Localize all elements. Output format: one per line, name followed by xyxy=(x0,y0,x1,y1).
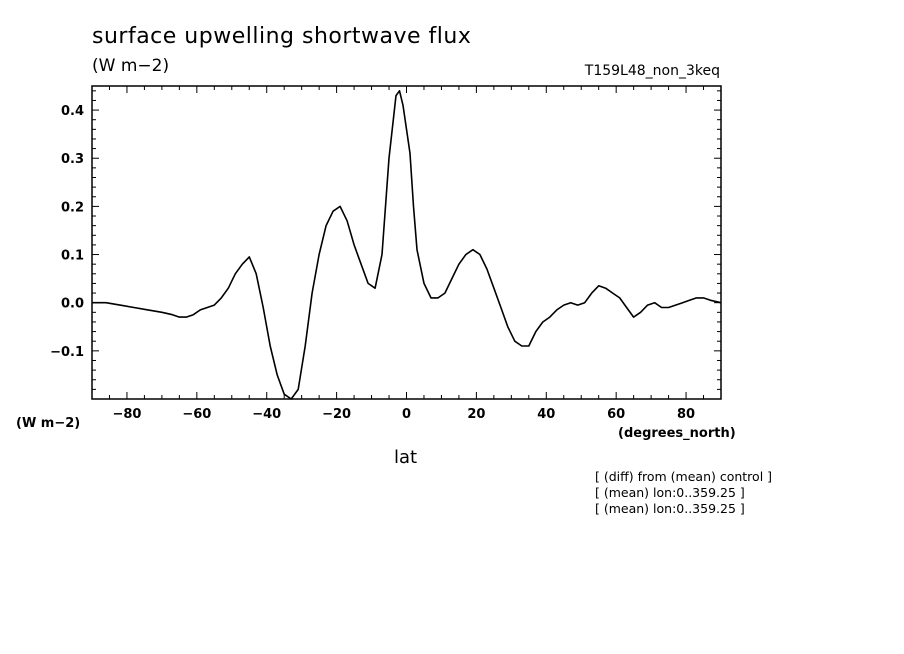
series-line xyxy=(92,90,722,400)
y-tick-label: 0.3 xyxy=(61,152,84,167)
y-tick-label: 0.2 xyxy=(61,200,84,215)
x-tick-label: 80 xyxy=(677,407,695,422)
y-tick-label: 0.1 xyxy=(61,249,84,264)
x-tick-label: 60 xyxy=(607,407,625,422)
x-tick-label: 40 xyxy=(537,407,555,422)
x-axis-label: lat xyxy=(394,447,418,468)
experiment-label: T159L48_non_3keq xyxy=(584,63,720,79)
note-line-2: [ (mean) lon:0..359.25 ] xyxy=(595,485,745,500)
x-tick-label: −40 xyxy=(252,407,281,422)
y-tick-label: 0.0 xyxy=(61,297,84,312)
x-tick-label: −20 xyxy=(322,407,351,422)
x-tick-label: 0 xyxy=(402,407,411,422)
chart-units: (W m−2) xyxy=(92,56,170,76)
x-tick-label: 20 xyxy=(467,407,485,422)
y-tick-label: −0.1 xyxy=(50,345,84,360)
y-axis-unit: (W m−2) xyxy=(16,416,81,431)
x-tick-label: −60 xyxy=(182,407,211,422)
y-tick-label: 0.4 xyxy=(61,104,84,119)
note-line-3: [ (mean) lon:0..359.25 ] xyxy=(595,501,745,516)
chart-title: surface upwelling shortwave flux xyxy=(92,24,472,49)
note-line-1: [ (diff) from (mean) control ] xyxy=(595,469,773,484)
x-axis-unit: (degrees_north) xyxy=(618,426,736,441)
x-tick-label: −80 xyxy=(112,407,141,422)
